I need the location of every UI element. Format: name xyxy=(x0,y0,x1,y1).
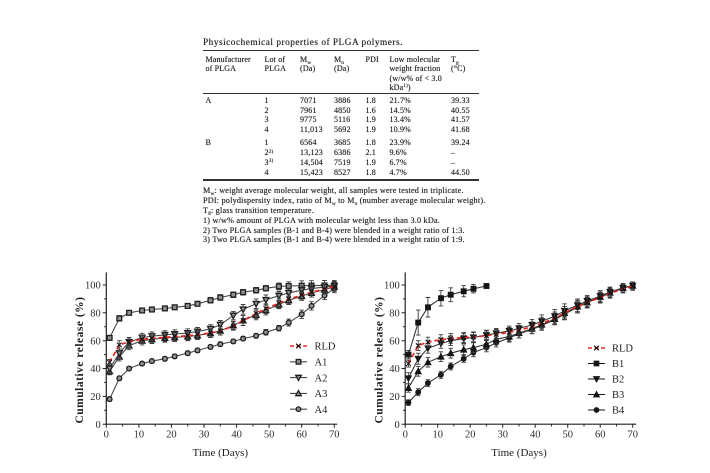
svg-text:Time (Days): Time (Days) xyxy=(193,447,249,459)
svg-text:A2: A2 xyxy=(315,373,328,384)
svg-text:B3: B3 xyxy=(612,390,624,401)
svg-text:0: 0 xyxy=(394,420,399,431)
svg-text:20: 20 xyxy=(465,430,476,441)
svg-text:RLD: RLD xyxy=(315,342,336,353)
svg-text:30: 30 xyxy=(199,430,210,441)
svg-text:60: 60 xyxy=(90,336,101,347)
svg-text:10: 10 xyxy=(134,430,145,441)
svg-text:40: 40 xyxy=(90,364,101,375)
svg-text:40: 40 xyxy=(530,430,541,441)
svg-text:Time (Days): Time (Days) xyxy=(491,447,547,459)
svg-text:70: 70 xyxy=(329,430,340,441)
svg-text:60: 60 xyxy=(296,430,307,441)
svg-text:20: 20 xyxy=(166,430,177,441)
svg-text:A1: A1 xyxy=(315,358,328,369)
svg-text:Cumulative release (%): Cumulative release (%) xyxy=(74,296,86,423)
svg-text:60: 60 xyxy=(389,336,400,347)
svg-text:B2: B2 xyxy=(612,375,624,386)
svg-text:80: 80 xyxy=(90,308,101,319)
svg-text:10: 10 xyxy=(432,430,443,441)
svg-text:B1: B1 xyxy=(612,359,624,370)
svg-text:RLD: RLD xyxy=(612,344,633,355)
svg-text:0: 0 xyxy=(104,430,109,441)
svg-text:40: 40 xyxy=(389,364,400,375)
svg-text:0: 0 xyxy=(403,430,408,441)
svg-text:80: 80 xyxy=(389,308,400,319)
svg-text:60: 60 xyxy=(595,430,606,441)
svg-text:20: 20 xyxy=(389,392,400,403)
svg-text:A3: A3 xyxy=(315,389,328,400)
svg-text:100: 100 xyxy=(85,281,101,292)
svg-text:70: 70 xyxy=(627,430,638,441)
svg-text:100: 100 xyxy=(384,281,400,292)
svg-text:Cumulative release (%): Cumulative release (%) xyxy=(374,296,386,423)
svg-text:A4: A4 xyxy=(315,405,329,416)
svg-text:40: 40 xyxy=(231,430,242,441)
svg-text:50: 50 xyxy=(264,430,275,441)
svg-text:B4: B4 xyxy=(612,406,625,417)
svg-text:20: 20 xyxy=(90,392,101,403)
svg-text:0: 0 xyxy=(96,420,101,431)
svg-text:30: 30 xyxy=(497,430,508,441)
svg-text:50: 50 xyxy=(562,430,573,441)
